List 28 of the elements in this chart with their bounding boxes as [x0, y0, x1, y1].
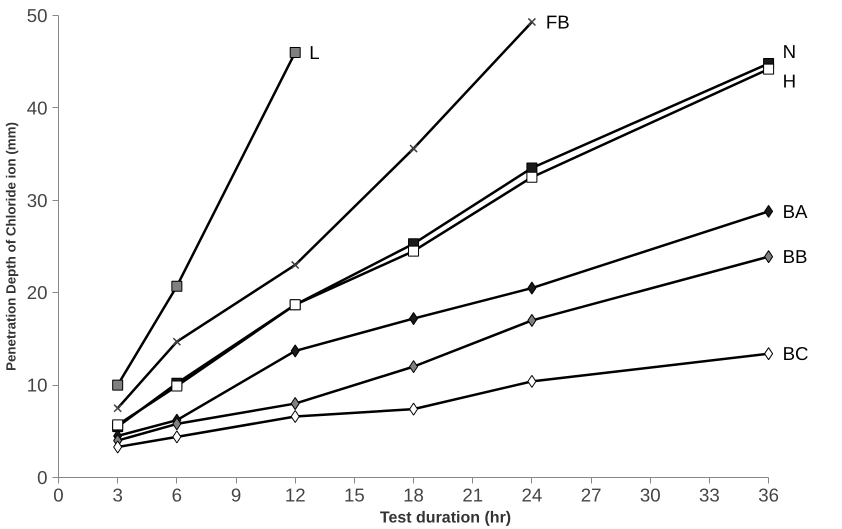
- y-axis-title: Penetration Depth of Chloride ion (mm): [4, 122, 19, 371]
- x-tick-label: 18: [403, 484, 424, 506]
- x-tick-label: 12: [284, 484, 306, 506]
- y-tick-label: 0: [37, 467, 48, 488]
- x-tick-label: 33: [699, 484, 720, 506]
- series-label: L: [309, 42, 320, 63]
- series-label: H: [782, 70, 796, 92]
- x-tick-label: 6: [172, 484, 182, 506]
- y-tick-label: 30: [26, 190, 48, 211]
- x-tick-label: 30: [640, 484, 661, 506]
- x-tick-label: 24: [522, 484, 542, 506]
- y-tick-label: 50: [26, 5, 48, 26]
- x-axis-title: Test duration (hr): [380, 510, 512, 526]
- series-label: BB: [782, 246, 808, 268]
- x-tick-label: 9: [230, 484, 242, 506]
- y-tick-label: 10: [26, 374, 48, 396]
- y-tick-label: 20: [26, 282, 48, 304]
- x-tick-label: 27: [580, 484, 602, 506]
- series-label: FB: [546, 11, 570, 32]
- y-tick-label: 40: [26, 97, 48, 118]
- x-tick-label: 21: [462, 484, 484, 506]
- series-label: BC: [782, 343, 809, 364]
- x-tick-label: 3: [112, 484, 123, 506]
- series-label: BA: [782, 200, 808, 222]
- series-label: N: [782, 41, 796, 62]
- x-tick-label: 15: [344, 484, 365, 506]
- x-tick-label: 36: [758, 484, 779, 506]
- x-tick-label: 0: [53, 484, 64, 506]
